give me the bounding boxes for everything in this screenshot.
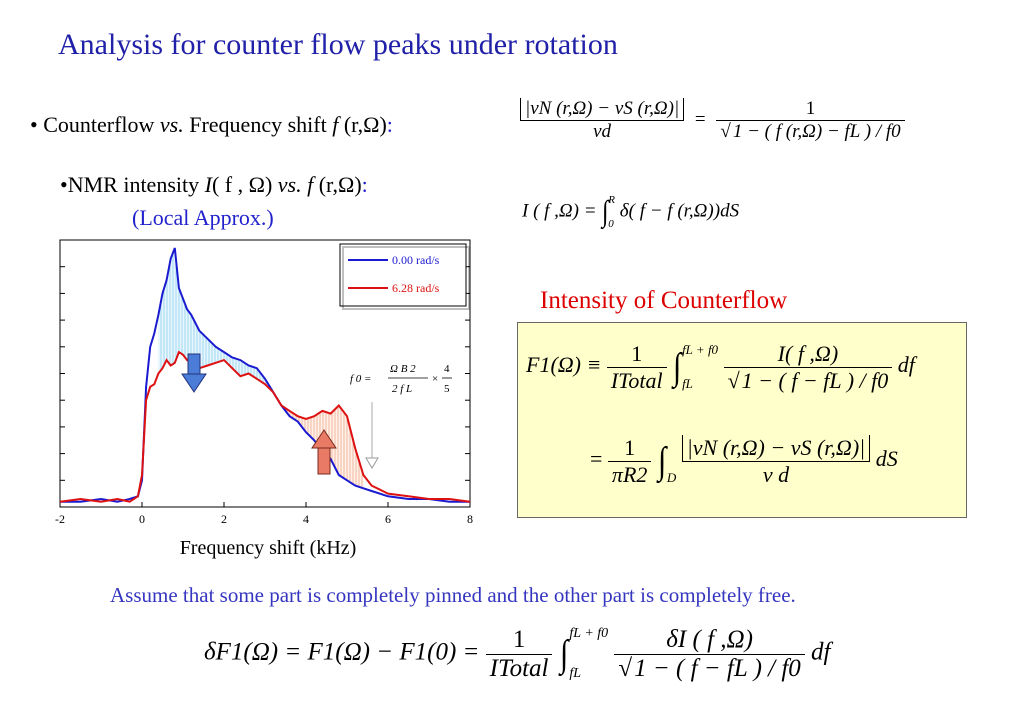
f0-denominator: 2 f L — [392, 383, 412, 395]
bullet1-colon: : — [386, 112, 393, 137]
bullet-nmr-intensity: •NMR intensity I( f , Ω) vs. f (r,Ω): — [60, 172, 368, 198]
f0-lhs: f 0 = — [350, 373, 371, 385]
box-line1-frac-den: ITotal — [606, 366, 667, 394]
box-line1-upper: fL + f0 — [682, 342, 719, 357]
page-title: Analysis for counter flow peaks under ro… — [58, 28, 618, 61]
eq1-numerator: |vN (r,Ω) − vS (r,Ω)| — [520, 98, 685, 120]
series-line-1 — [59, 350, 471, 503]
nmr-spectrum-chart: -2 0 2 4 6 8 0.00 rad/s 6.28 rad/s f 0 = Ω B … — [55, 239, 473, 559]
f0-right-numerator: 4 — [444, 363, 450, 375]
equation-velocity-ratio: |vN (r,Ω) − vS (r,Ω)| vd = 1 √ 1 − ( f (r… — [520, 98, 905, 143]
legend-label-0: 0.00 rad/s — [392, 253, 440, 267]
bullet1-vs: vs. — [159, 112, 184, 137]
bullet2-vs: vs. — [277, 172, 302, 197]
box-line1-num: I( f ,Ω) — [777, 340, 839, 366]
equation-delta-F1: δF1(Ω) = F1(Ω) − F1(0) = 1 ITotal ∫ fL +… — [204, 614, 831, 694]
box-line2-eq: = — [590, 446, 603, 472]
box-line1-tail: df — [897, 352, 915, 378]
eq1-right-numerator: 1 — [805, 98, 816, 119]
eq1-denominator: vd — [520, 120, 685, 143]
bottom-eq-den: 1 − ( f − fL ) / f0 — [632, 653, 801, 682]
arrow-up-icon — [311, 429, 337, 475]
counterflow-intensity-box: F1(Ω) ≡ 1 ITotal ∫ fL + f0 fL I( f ,Ω) √… — [517, 322, 967, 518]
x-tick-label: 0 — [139, 512, 145, 526]
assumption-text: Assume that some part is completely pinn… — [110, 583, 796, 607]
x-tick-label: 2 — [221, 512, 227, 526]
bottom-eq-frac-den: ITotal — [485, 653, 553, 683]
bottom-eq-upper: fL + f0 — [569, 626, 609, 641]
x-axis-label: Frequency shift (kHz) — [180, 537, 357, 559]
bullet1-lead: • Counterflow — [30, 112, 160, 137]
box-line2-num: |vN (r,Ω) − vS (r,Ω)| — [681, 434, 871, 461]
integral-symbol: ∫ — [657, 440, 667, 482]
f0-formula: f 0 = Ω B 2 2 f L × 4 5 — [350, 363, 452, 395]
bullet1-rest: Frequency shift — [183, 112, 333, 137]
box-line2-frac-den: πR2 — [607, 460, 652, 488]
x-tick-label: 8 — [467, 512, 473, 526]
box-line2-lower: D — [666, 470, 677, 485]
eq2-lower-limit: 0 — [608, 218, 614, 230]
box-line1-den: 1 − ( f − fL ) / f0 — [739, 366, 889, 393]
box-line1-frac-num: 1 — [631, 340, 643, 366]
eq2-lhs: I ( f ,Ω) = — [522, 200, 597, 222]
bottom-eq-lower: fL — [569, 666, 582, 681]
f0-right-denominator: 5 — [444, 383, 450, 395]
bullet2-args: ( f , Ω) — [211, 172, 278, 197]
intensity-heading: Intensity of Counterflow — [540, 287, 788, 314]
bullet1-func: f — [332, 112, 339, 137]
f0-marker-arrow-icon — [365, 457, 379, 469]
f0-numerator: Ω B 2 — [390, 363, 416, 375]
eq2-body: δ( f − f (r,Ω))dS — [619, 200, 740, 222]
bullet2-f: f — [301, 172, 314, 197]
eq2-upper-limit: R — [608, 194, 616, 206]
bullet-counterflow: • Counterflow vs. Frequency shift f (r,Ω… — [30, 112, 393, 138]
arrow-down-icon — [181, 353, 207, 393]
bullet2-I: I — [204, 172, 212, 197]
bullet2-args2: (r,Ω) — [313, 172, 362, 197]
bottom-eq-lhs: δF1(Ω) = F1(Ω) − F1(0) = — [204, 638, 480, 666]
box-line2-tail: dS — [875, 446, 898, 472]
bullet1-args: (r,Ω) — [338, 112, 387, 137]
integral-symbol: ∫ — [673, 346, 682, 388]
x-tick-label: 6 — [385, 512, 391, 526]
bottom-eq-num: δI ( f ,Ω) — [666, 625, 753, 653]
legend-box — [339, 243, 467, 307]
f0-times: × — [432, 373, 438, 385]
bottom-eq-tail: df — [811, 638, 831, 666]
x-tick-label: 4 — [303, 512, 309, 526]
eq1-right-denominator: 1 − ( f (r,Ω) − fL ) / f0 — [730, 120, 901, 142]
local-approx-note: (Local Approx.) — [132, 205, 274, 230]
box-line1-lhs: F1(Ω) ≡ — [526, 352, 602, 378]
equation-intensity-integral: I ( f ,Ω) = ∫ R 0 δ( f − f (r,Ω))dS — [522, 188, 739, 236]
eq1-equals: = — [694, 108, 706, 130]
x-tick-label: -2 — [55, 512, 65, 526]
box-line2-frac-num: 1 — [624, 434, 636, 460]
box-line1-lower: fL — [682, 376, 693, 391]
box-line2: = 1 πR2 ∫ D |vN (r,Ω) − vS (r,Ω)| v d dS — [590, 427, 898, 495]
legend-label-1: 6.28 rad/s — [392, 281, 440, 295]
series-line-0 — [60, 247, 470, 503]
box-line2-den: v d — [681, 460, 871, 488]
bottom-eq-frac-num: 1 — [512, 625, 526, 653]
bullet2-colon: : — [361, 172, 368, 197]
box-line1: F1(Ω) ≡ 1 ITotal ∫ fL + f0 fL I( f ,Ω) √… — [526, 333, 915, 401]
integral-symbol: ∫ — [602, 195, 609, 228]
bullet2-lead: •NMR intensity — [60, 172, 205, 197]
integral-symbol: ∫ — [559, 633, 569, 675]
